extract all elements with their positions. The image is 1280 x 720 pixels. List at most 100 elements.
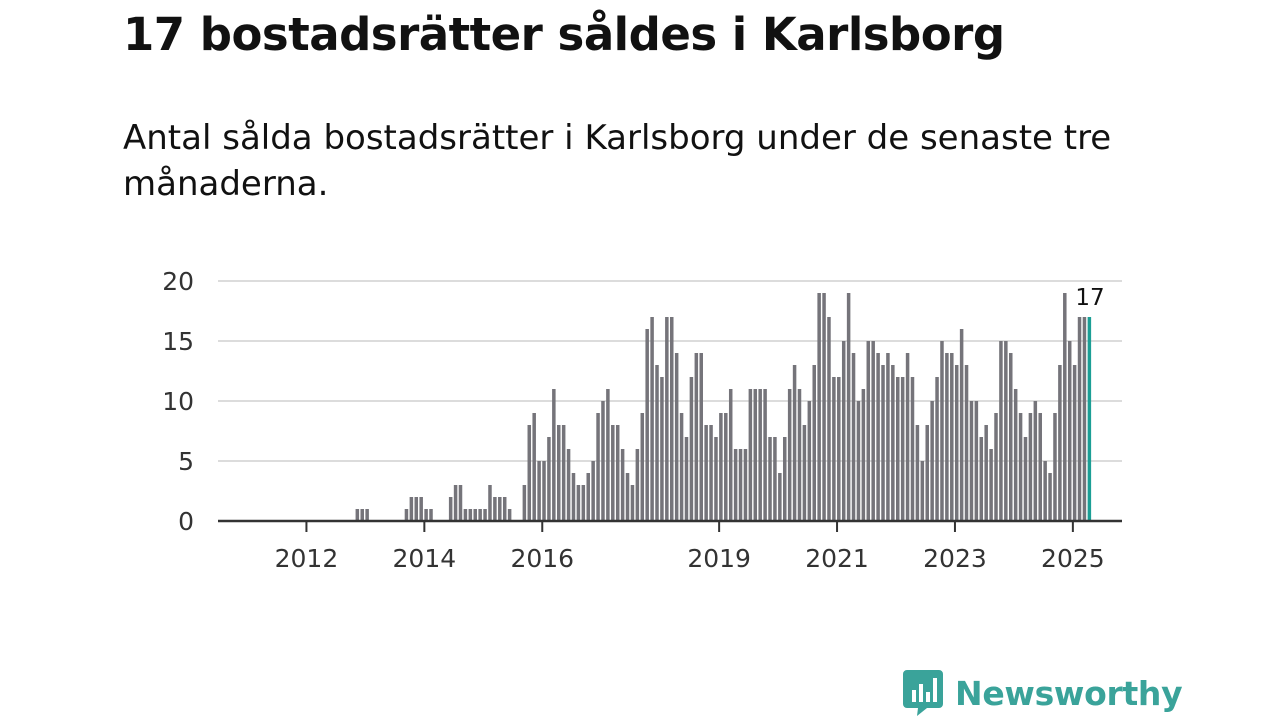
bar [552,389,556,521]
bar [571,473,576,521]
bar-highlight [1087,317,1092,521]
bar [999,341,1003,521]
bar [866,341,871,521]
bar [1063,293,1067,521]
bar [576,485,581,521]
bar [994,413,998,521]
bar [964,365,969,521]
bar [714,437,718,521]
y-tick-label: 5 [178,447,194,476]
axis-layer: 0 5 10 15 20 17 2012 2014 2016 2019 2021 2023 2025 [162,267,1122,573]
bar [861,389,866,521]
bar [778,473,782,521]
bar [606,389,610,521]
bar [424,509,428,521]
bar [969,401,974,521]
bar [1004,341,1008,521]
bar [468,509,473,521]
y-tick-label: 10 [162,387,194,416]
y-tick-label: 0 [178,507,194,536]
bar [930,401,934,521]
chart-subtitle: Antal sålda bostadsrätter i Karlsborg un… [123,118,1112,204]
bar [817,293,821,521]
bar [537,461,541,521]
bars-layer [355,293,1092,521]
bar [453,485,458,521]
bar [1018,413,1023,521]
bar [483,509,487,521]
bar [827,317,831,521]
bar [837,377,841,521]
bar [738,449,743,521]
bar [586,473,590,521]
bar [684,437,689,521]
bar [925,425,929,521]
bar [645,329,649,521]
x-tick-label: 2016 [510,544,574,573]
bar [591,461,595,521]
bar [674,353,679,521]
bar [1009,353,1013,521]
bar [488,485,492,521]
bar [719,413,723,521]
newsworthy-logo-text: Newsworthy [955,673,1183,713]
bar [532,413,536,521]
bar [886,353,890,521]
bar [1077,317,1082,521]
bar [851,353,856,521]
bar [797,389,802,521]
bar [650,317,654,521]
bar [787,389,792,521]
bar [733,449,738,521]
bar [596,413,600,521]
bar [694,353,699,521]
bar [876,353,880,521]
bar [611,425,615,521]
bar [679,413,684,521]
highlight-value-label: 17 [1075,285,1104,311]
bar [704,425,708,521]
bar [557,425,561,521]
bar [630,485,635,521]
bar [502,497,507,521]
bar [905,353,910,521]
bar [773,437,777,521]
bar [1033,401,1038,521]
bar [846,293,851,521]
bar [841,341,846,521]
bar [753,389,758,521]
y-tick-label: 20 [162,267,194,296]
bar [429,509,433,521]
bar [871,341,875,521]
bar [763,389,767,521]
bar [881,365,885,521]
bar [360,509,364,521]
bar [689,377,694,521]
bar [547,437,551,521]
bar [542,461,546,521]
bar [989,449,993,521]
bar [812,365,816,521]
bar [792,365,797,521]
bar [900,377,905,521]
bar [699,353,703,521]
x-tick-label: 2023 [923,544,987,573]
bar [940,341,944,521]
newsworthy-logo[interactable]: Newsworthy [903,670,1183,716]
bar [743,449,748,521]
bar [670,317,674,521]
bar [404,509,409,521]
bar [920,461,925,521]
bar [1072,365,1077,521]
bar [660,377,664,521]
bar [856,401,861,521]
bar [665,317,669,521]
bar [807,401,812,521]
bar [935,377,939,521]
bar [478,509,482,521]
bar [891,365,895,521]
bar [365,509,369,521]
bar [724,413,728,521]
bar [615,425,620,521]
bar [954,365,959,521]
